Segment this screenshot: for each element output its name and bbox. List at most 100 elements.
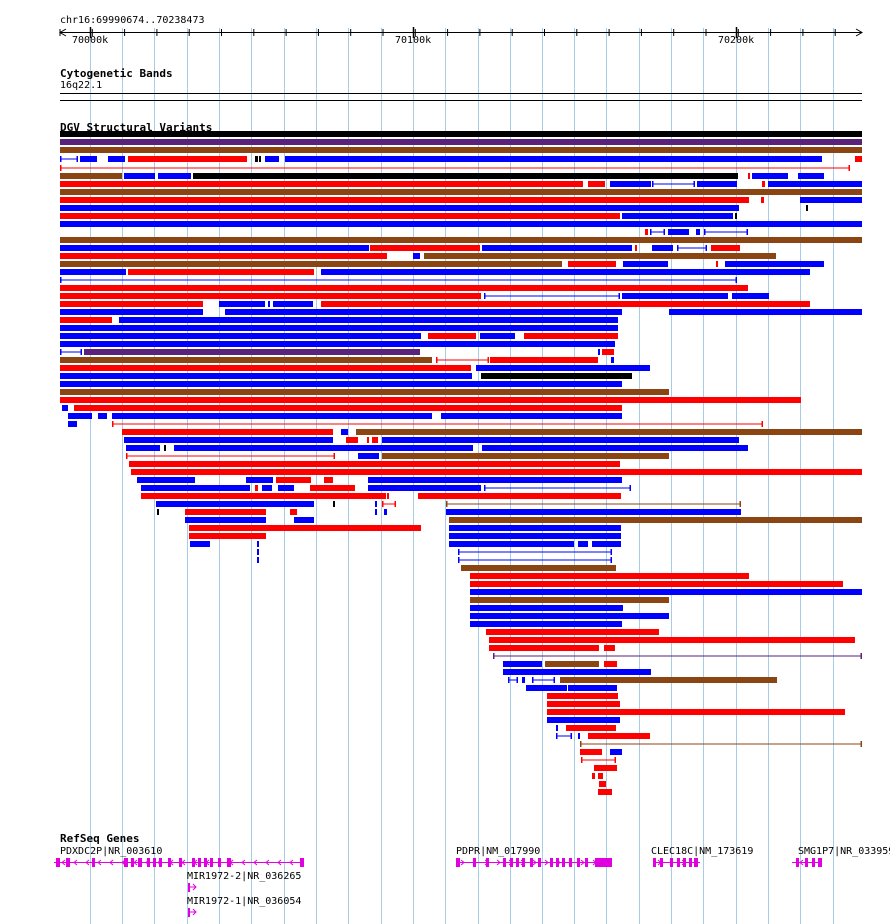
gene-label-smg1p7[interactable]: SMG1P7|NR_033959 [798,846,890,857]
gene-pdpr-exon [538,858,541,867]
structural-variant-bar [556,725,558,731]
structural-variant-bar [257,549,259,555]
structural-variant-bar [156,501,314,507]
structural-variant-line [652,183,695,185]
structural-variant-bar [356,429,862,435]
structural-variant-bar [441,413,570,419]
structural-variant-end [610,557,612,563]
structural-variant-bar [424,253,776,259]
gene-clec18c-exon [677,858,680,867]
gene-pdxdc2p-exon [227,858,231,867]
structural-variant-bar [74,405,622,411]
structural-variant-bar [246,477,273,483]
structural-variant-end [739,501,741,507]
structural-variant-bar [645,229,648,235]
structural-variant-end [580,741,582,747]
gene-label-clec18c[interactable]: CLEC18C|NM_173619 [651,846,754,857]
gene-pdxdc2p-strand-arrow [97,859,102,866]
structural-variant-bar [372,437,378,443]
gene-label-pdpr[interactable]: PDPR|NM_017990 [456,846,541,857]
structural-variant-bar [126,445,160,451]
gene-pdpr-exon [522,858,525,867]
structural-variant-bar [413,253,420,259]
structural-variant-end [487,357,489,363]
structural-variant-bar [592,541,621,547]
gene-label-pdxdc2p[interactable]: PDXDC2P|NR_003610 [60,846,163,857]
gene-pdpr-exon [530,858,533,867]
structural-variant-bar [219,301,265,307]
gene-pdpr-exon [510,858,513,867]
structural-variant-bar [622,293,728,299]
structural-variant-line [580,743,862,745]
gene-mir1972-1-exon [188,908,190,917]
structural-variant-bar [60,139,862,145]
gene-label-mir1972-1[interactable]: MIR1972-1|NR_036054 [187,896,302,907]
gene-pdxdc2p-exon [124,858,128,867]
structural-variant-end [382,501,384,507]
location-label: chr16:69990674..70238473 [60,15,205,26]
structural-variant-bar [652,245,673,251]
structural-variant-bar [321,301,810,307]
gene-pdxdc2p-exon [92,858,95,867]
structural-variant-bar [382,453,669,459]
cytoband-track-title[interactable]: Cytogenetic Bands [60,67,173,80]
structural-variant-end [735,277,737,283]
structural-variant-end [484,485,486,491]
structural-variant-bar [476,365,650,371]
structural-variant-end [446,501,448,507]
structural-variant-bar [486,629,659,635]
structural-variant-bar [124,173,155,179]
structural-variant-line [60,279,737,281]
structural-variant-bar [668,229,689,235]
structural-variant-bar [273,301,313,307]
structural-variant-bar [141,485,250,491]
structural-variant-bar [310,485,355,491]
structural-variant-bar [268,301,270,307]
structural-variant-bar [60,269,126,275]
ruler[interactable] [0,0,890,50]
structural-variant-bar [128,156,247,162]
structural-variant-end [516,677,518,683]
gene-pdpr-exon [550,858,553,867]
gene-pdpr-exon [456,858,460,867]
structural-variant-end [60,156,62,162]
structural-variant-bar [604,661,617,667]
structural-variant-bar [566,725,616,731]
structural-variant-bar [578,733,580,739]
gene-pdxdc2p-strand-arrow [265,859,270,866]
dgv-track-title[interactable]: DGV Structural Variants [60,121,213,134]
structural-variant-line [60,351,82,353]
structural-variant-bar [112,413,432,419]
structural-variant-bar [60,285,748,291]
structural-variant-bar [174,445,473,451]
gene-pdxdc2p-strand-arrow [241,859,246,866]
structural-variant-bar [60,147,862,153]
structural-variant-bar [762,181,765,187]
structural-variant-line [446,503,741,505]
structural-variant-bar [449,525,621,531]
structural-variant-end [126,453,128,459]
structural-variant-bar [98,413,107,419]
structural-variant-end [458,557,460,563]
gene-label-mir1972-2[interactable]: MIR1972-2|NR_036265 [187,871,302,882]
structural-variant-bar [129,461,620,467]
gene-pdpr-exon [569,858,572,867]
structural-variant-bar [503,661,542,667]
refseq-track-title[interactable]: RefSeq Genes [60,832,140,845]
structural-variant-bar [418,493,621,499]
structural-variant-bar [60,261,562,267]
gene-pdxdc2p-exon [300,858,304,867]
structural-variant-bar [461,565,616,571]
structural-variant-end [663,229,665,235]
structural-variant-end [611,357,613,363]
structural-variant-bar [80,156,97,162]
structural-variant-bar [290,509,297,515]
structural-variant-bar [594,765,617,771]
gene-pdpr-strand-arrow [532,859,537,866]
cytoband-line [60,100,862,101]
structural-variant-bar [368,477,622,483]
structural-variant-bar [255,485,258,491]
